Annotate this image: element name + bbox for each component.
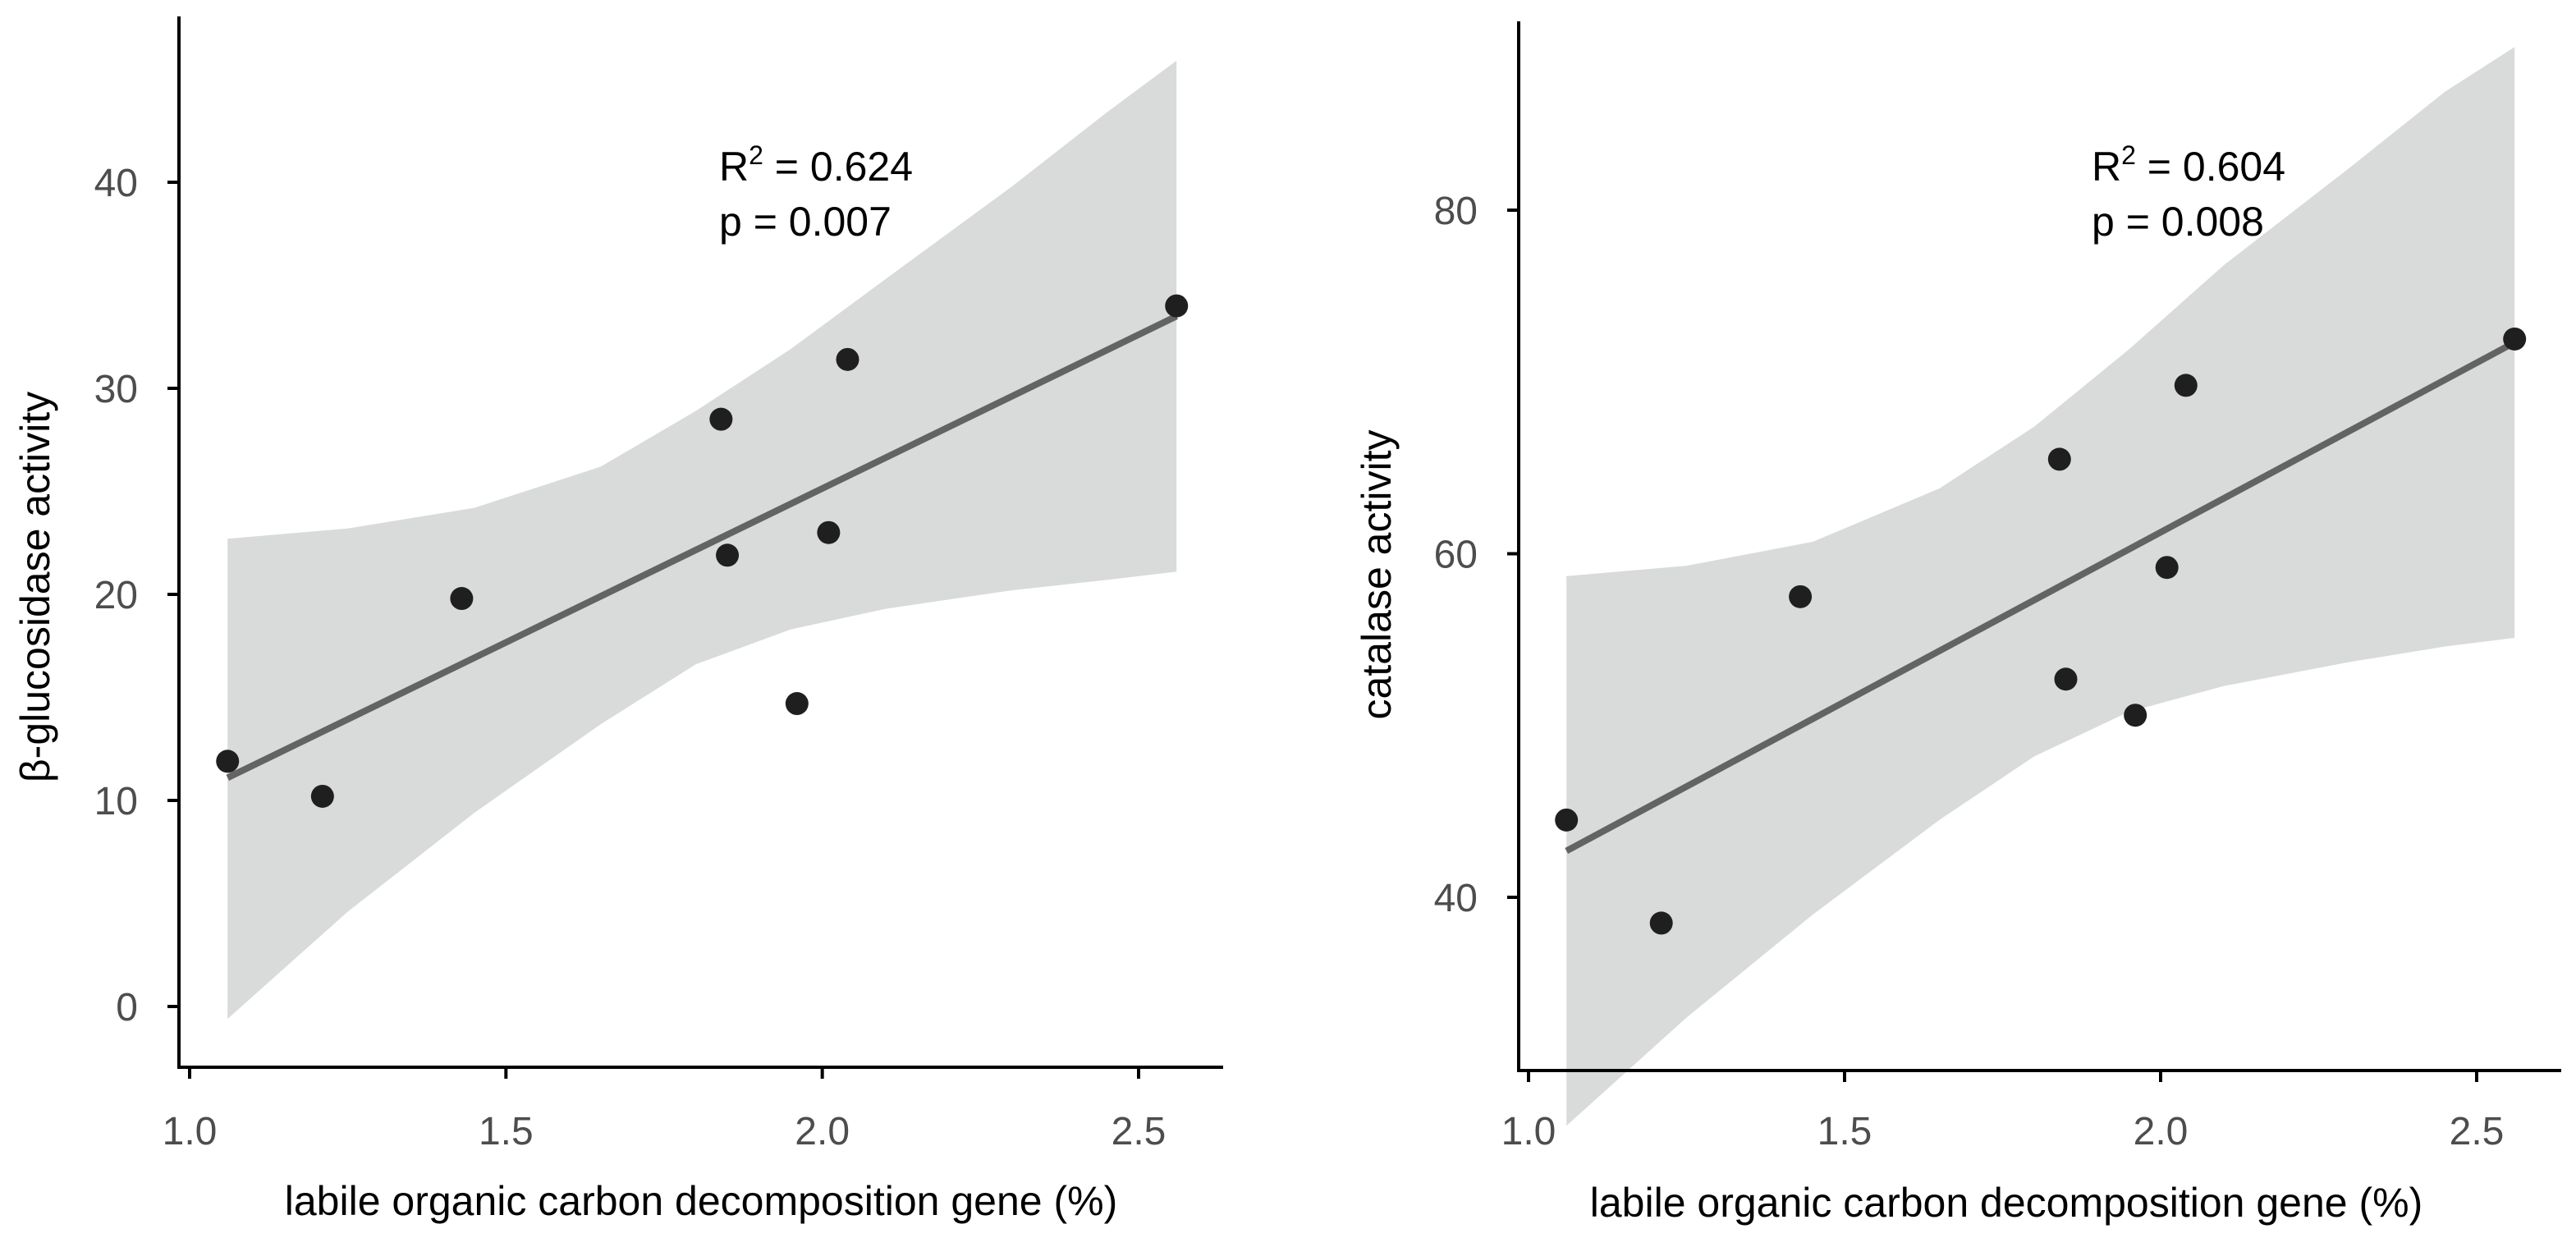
y-tick-label: 40: [1434, 877, 1478, 920]
data-point: [216, 750, 240, 773]
data-point: [709, 407, 733, 431]
x-axis-label: labile organic carbon decomposition gene…: [1590, 1180, 2422, 1226]
regression-line: [226, 313, 1178, 781]
confidence-band: [1566, 47, 2515, 1126]
y-tick-label: 60: [1434, 534, 1478, 577]
r-squared-annotation: R2 = 0.604: [2092, 140, 2285, 190]
panel-catalase: 1.0 1.5 2.0 2.5 40 60 80 labile organic carbo…: [1354, 21, 2561, 1226]
data-point: [1649, 911, 1673, 935]
y-tick-label: 80: [1434, 190, 1478, 233]
regression-line: [1565, 339, 2517, 855]
data-point: [2047, 447, 2071, 471]
data-point: [785, 692, 809, 716]
data-point: [2155, 556, 2179, 580]
data-point: [310, 784, 334, 808]
data-points: [216, 294, 1189, 808]
x-ticks: 1.0 1.5 2.0 2.5: [1501, 1071, 2505, 1153]
y-tick-label: 30: [94, 368, 138, 411]
y-axis-label: catalase activity: [1354, 430, 1400, 720]
panel-beta-glucosidase: 1.0 1.5 2.0 2.5 0 10 20 30 40 labile organic ca…: [12, 16, 1223, 1224]
y-tick-label: 20: [94, 574, 138, 617]
confidence-band: [227, 60, 1177, 1020]
data-points: [1555, 327, 2527, 935]
x-tick-label: 2.5: [2450, 1110, 2505, 1153]
y-tick-label: 0: [116, 986, 138, 1029]
x-tick-label: 1.5: [479, 1110, 534, 1153]
p-value-annotation: p = 0.007: [719, 199, 892, 245]
data-point: [817, 520, 841, 544]
data-point: [836, 347, 859, 371]
y-ticks: 0 10 20 30 40: [94, 162, 179, 1029]
data-point: [1789, 585, 1813, 608]
x-tick-label: 2.0: [2134, 1110, 2189, 1153]
r-squared-annotation: R2 = 0.624: [719, 140, 913, 190]
data-point: [2174, 374, 2198, 397]
x-tick-label: 1.0: [163, 1110, 218, 1153]
data-point: [2503, 327, 2527, 351]
x-ticks: 1.0 1.5 2.0 2.5: [163, 1067, 1167, 1153]
y-axis-label: β-glucosidase activity: [12, 392, 58, 782]
x-tick-label: 2.5: [1112, 1110, 1167, 1153]
p-value-annotation: p = 0.008: [2092, 199, 2264, 245]
y-tick-label: 40: [94, 162, 138, 205]
data-point: [450, 587, 474, 611]
y-tick-label: 10: [94, 780, 138, 823]
data-point: [2054, 667, 2078, 691]
x-tick-label: 1.0: [1501, 1110, 1556, 1153]
data-point: [716, 543, 740, 567]
data-point: [2124, 704, 2147, 727]
data-point: [1165, 294, 1189, 318]
x-tick-label: 1.5: [1817, 1110, 1872, 1153]
y-ticks: 40 60 80: [1434, 190, 1519, 920]
x-tick-label: 2.0: [795, 1110, 850, 1153]
data-point: [1555, 808, 1579, 832]
x-axis-label: labile organic carbon decomposition gene…: [285, 1178, 1117, 1224]
